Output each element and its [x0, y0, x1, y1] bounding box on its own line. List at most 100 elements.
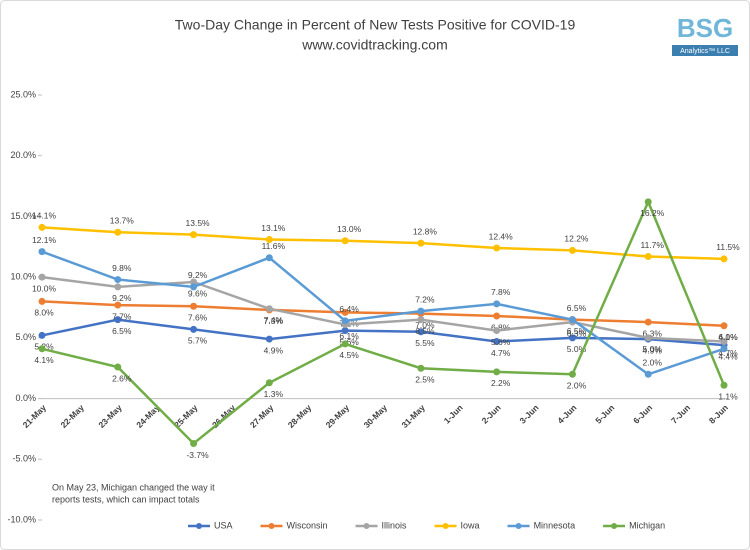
chart-subtitle: www.covidtracking.com [301, 37, 448, 53]
logo-band [672, 45, 738, 56]
value-label: 2.2% [491, 378, 511, 388]
value-label: 4.4% [718, 351, 738, 361]
marker [341, 317, 349, 325]
marker [38, 273, 46, 281]
legend-marker [515, 523, 522, 529]
value-label: 2.0% [567, 381, 587, 391]
series: 4.1% 2.6% -3.7% 1.3% 4.5% 2.5% 2.2% 2.0% 16.2% 1.… [34, 198, 738, 460]
marker [720, 381, 728, 389]
marker [644, 253, 652, 260]
value-label: 7.4% [264, 315, 284, 325]
marker [114, 363, 122, 371]
y-tick-label: -5.0% [12, 454, 36, 464]
value-label: 7.8% [491, 287, 511, 297]
legend-marker [196, 523, 202, 529]
value-label: 6.5% [567, 303, 587, 313]
value-label: 2.0% [643, 358, 663, 368]
legend-label: Wisconsin [287, 520, 328, 530]
series-line [41, 250, 725, 376]
value-label: 7.0% [415, 320, 435, 330]
value-label: 6.3% [643, 328, 663, 338]
legend-marker [611, 523, 618, 529]
marker [38, 345, 46, 353]
value-label: 4.1% [34, 355, 54, 365]
marker [644, 198, 652, 206]
marker [720, 338, 728, 345]
annotation: On May 23, Michigan changed the way it [52, 482, 215, 492]
value-label: 4.1% [718, 332, 738, 342]
marker [493, 368, 501, 376]
y-tick-label: 15.0% [10, 211, 36, 221]
value-label: 4.5% [339, 350, 359, 360]
value-label: 16.2% [640, 208, 665, 218]
series: 14.1% 13.7% 13.5% 13.1% 13.0% 12.8% 12.4% 12.2%… [32, 211, 740, 263]
series-line [41, 198, 726, 446]
logo-mark: BSG [677, 13, 733, 43]
marker [720, 322, 728, 330]
marker [644, 334, 652, 342]
marker [417, 328, 425, 336]
marker [568, 370, 576, 378]
value-label: 1.1% [718, 391, 738, 401]
marker [568, 334, 576, 342]
value-label: 14.1% [32, 211, 57, 221]
marker [341, 308, 349, 316]
value-label: 6.5% [567, 326, 587, 336]
marker [190, 440, 198, 447]
marker [720, 345, 728, 353]
marker [493, 338, 501, 345]
value-label: 7.2% [415, 294, 435, 304]
value-label: 7.6% [188, 313, 208, 323]
value-label: 13.0% [337, 224, 362, 234]
marker [417, 307, 425, 315]
series-line [41, 226, 725, 261]
chart-title: Two-Day Change in Percent of New Tests P… [175, 17, 576, 33]
y-tick-label: 10.0% [10, 272, 36, 282]
value-label: 6.3% [567, 328, 587, 338]
legend: USA Wisconsin Illinois Iowa Minnesota Michiga… [188, 520, 665, 530]
value-label: 8.0% [34, 308, 54, 318]
value-label: 6.8% [491, 322, 511, 332]
legend-label: Iowa [461, 520, 480, 530]
value-label: 2.6% [112, 373, 132, 383]
marker [190, 278, 198, 286]
value-label: 9.8% [112, 263, 132, 273]
marker [190, 231, 198, 239]
value-label: 12.4% [489, 231, 514, 241]
y-tick-label: 25.0% [10, 89, 36, 99]
marker [341, 237, 349, 245]
logo-text: Analytics™ LLC [680, 48, 730, 55]
y-tick-label: 0.0% [15, 393, 36, 403]
marker [114, 316, 122, 324]
value-label: 6.4% [339, 304, 359, 314]
marker [493, 312, 501, 320]
value-label: 10.0% [32, 283, 57, 293]
value-label: 2.5% [415, 374, 435, 384]
marker [265, 379, 273, 387]
marker [190, 283, 198, 291]
value-label: 5.0% [643, 344, 663, 354]
value-label: -3.7% [186, 450, 209, 460]
value-label: 13.5% [186, 218, 211, 228]
value-label: 4.9% [643, 345, 663, 355]
value-label: 7.7% [112, 311, 132, 321]
y-tick-label: 20.0% [10, 150, 36, 160]
value-label: 5.0% [567, 344, 587, 354]
marker [417, 239, 425, 247]
y-tick-label: -10.0% [7, 514, 36, 524]
marker [720, 255, 728, 263]
annotation: reports tests, which can impact totals [52, 494, 200, 504]
value-label: 6.0% [718, 332, 738, 342]
marker [190, 325, 198, 333]
value-label: 4.9% [264, 345, 284, 355]
marker [417, 316, 425, 324]
series: 12.1% 9.8% 9.2% 11.6% 6.4% 7.2% 7.8% 6.5% 2.0% 4.… [32, 235, 738, 378]
legend-marker [268, 523, 275, 529]
marker [644, 370, 652, 378]
value-label: 11.6% [262, 241, 286, 251]
value-label: 5.7% [188, 336, 208, 346]
value-label: 5.6% [339, 337, 359, 347]
marker [568, 246, 576, 254]
